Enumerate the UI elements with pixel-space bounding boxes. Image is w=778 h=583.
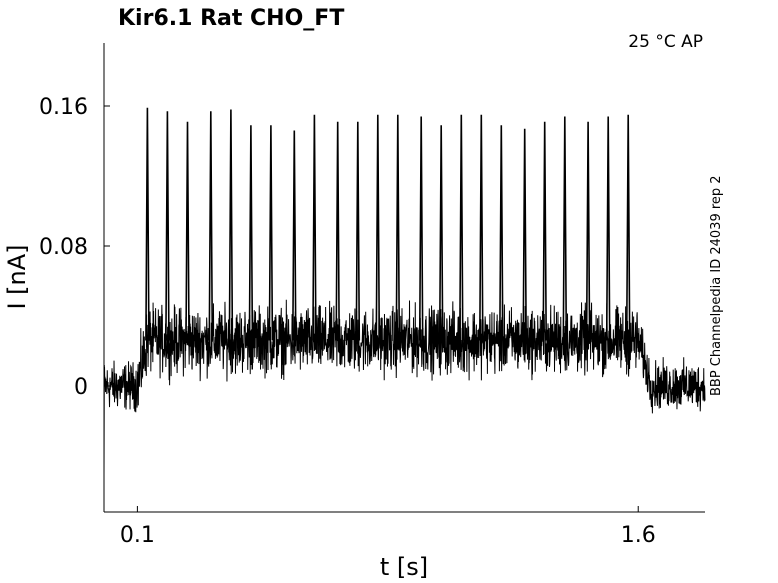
- spike-mark: [605, 116, 611, 341]
- side-label: BBP Channelpedia ID 24039 rep 2: [709, 175, 724, 396]
- spike-mark: [562, 116, 568, 341]
- condition-label: 25 °C AP: [628, 32, 703, 52]
- spike-mark: [625, 114, 631, 341]
- y-ticks: 0 0.08 0.16: [39, 95, 110, 400]
- axes: [103, 43, 705, 513]
- spike-mark: [208, 111, 214, 341]
- spike-mark: [312, 114, 317, 341]
- spike-mark: [375, 114, 381, 341]
- spike-mark: [228, 109, 234, 341]
- y-axis-label: I [nA]: [3, 244, 31, 309]
- spike-mark: [438, 125, 444, 341]
- spike-mark: [499, 125, 504, 341]
- spike-mark: [292, 130, 297, 341]
- spike-mark: [395, 114, 401, 341]
- spike-mark: [459, 114, 464, 341]
- spike-mark: [479, 114, 484, 341]
- spike-mark: [418, 116, 424, 341]
- x-axis-label: t [s]: [380, 553, 428, 581]
- y-tick-label: 0: [74, 375, 88, 400]
- spike-mark: [522, 128, 527, 341]
- spike-mark: [542, 121, 547, 341]
- chart-title: Kir6.1 Rat CHO_FT: [118, 6, 344, 31]
- x-tick-label: 0.1: [120, 523, 155, 548]
- spike-mark: [268, 125, 274, 341]
- spike-mark: [145, 107, 150, 341]
- y-tick-label: 0.16: [39, 95, 88, 120]
- spike-mark: [165, 111, 170, 341]
- spike-mark: [355, 121, 361, 341]
- spike-mark: [335, 121, 340, 341]
- y-tick-label: 0.08: [39, 235, 88, 260]
- x-tick-label: 1.6: [621, 523, 656, 548]
- spike-mark: [185, 121, 190, 341]
- spike-marks: [145, 107, 631, 341]
- series-trace-group: [103, 299, 706, 474]
- spike-mark: [585, 121, 591, 341]
- x-ticks: 0.1 1.6: [120, 506, 656, 548]
- current-trace-line: [103, 299, 706, 474]
- spike-mark: [248, 125, 254, 341]
